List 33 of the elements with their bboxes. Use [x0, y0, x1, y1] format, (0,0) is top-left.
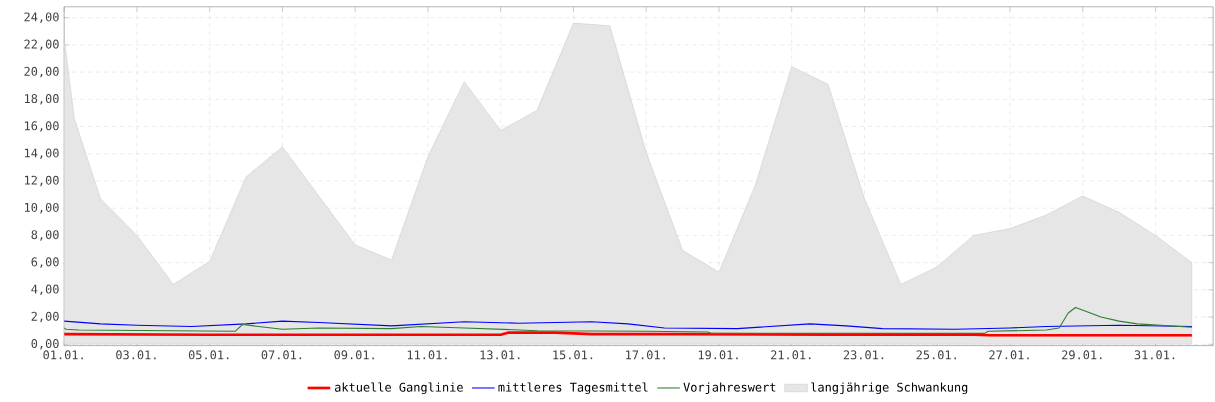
legend-label: Vorjahreswert [683, 382, 776, 395]
x-tick-label: 23.01. [843, 350, 884, 360]
x-tick-label: 09.01. [334, 350, 374, 360]
x-tick-label: 25.01. [916, 350, 956, 360]
x-tick-label: 21.01. [771, 350, 811, 360]
x-tick-label: 11.01. [407, 350, 447, 360]
y-tick-label: 20,00 [24, 66, 59, 78]
legend-label: langjährige Schwankung [811, 382, 968, 395]
x-tick-label: 07.01. [261, 350, 302, 360]
y-tick-label: 0,00 [31, 339, 59, 350]
x-tick-label: 29.01. [1062, 350, 1102, 360]
x-tick-label: 15.01. [553, 350, 593, 360]
x-tick-label: 13.01. [480, 350, 520, 360]
legend-label: mittleres Tagesmittel [498, 382, 648, 395]
x-tick-label: 27.01. [989, 350, 1029, 360]
y-tick-label: 16,00 [24, 121, 59, 132]
y-tick-label: 12,00 [24, 175, 59, 187]
y-tick-label: 10,00 [24, 203, 59, 214]
x-tick-label: 31.01. [1134, 350, 1175, 360]
y-tick-label: 18,00 [24, 94, 59, 105]
y-tick-label: 24,00 [24, 12, 59, 24]
y-tick-label: 22,00 [24, 39, 59, 51]
legend-label: aktuelle Ganglinie [334, 382, 463, 395]
x-tick-label: 19.01. [698, 350, 738, 360]
x-tick-label: 05.01. [188, 350, 229, 360]
y-tick-label: 8,00 [31, 230, 59, 241]
y-tick-label: 2,00 [31, 311, 59, 323]
x-tick-label: 01.01. [43, 350, 83, 360]
y-tick-label: 6,00 [31, 257, 59, 268]
y-tick-label: 14,00 [24, 148, 59, 160]
x-tick-label: 17.01. [626, 350, 665, 360]
x-tick-label: 03.01. [116, 350, 156, 360]
y-tick-label: 4,00 [31, 284, 59, 296]
